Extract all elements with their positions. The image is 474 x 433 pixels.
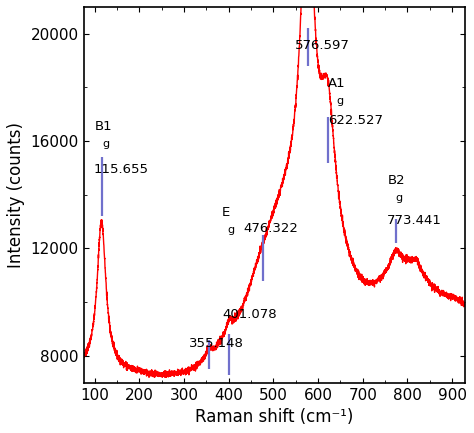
Text: 476.322: 476.322 (243, 222, 298, 235)
Text: 773.441: 773.441 (387, 213, 442, 226)
Text: 115.655: 115.655 (93, 162, 148, 176)
Y-axis label: Intensity (counts): Intensity (counts) (7, 122, 25, 268)
Text: g: g (395, 193, 402, 203)
Text: 355.148: 355.148 (189, 337, 244, 350)
Text: 622.527: 622.527 (328, 114, 383, 127)
Text: E: E (222, 206, 230, 219)
Text: g: g (337, 96, 344, 106)
Text: g: g (228, 225, 235, 235)
Text: g: g (102, 139, 109, 149)
Text: 401.078: 401.078 (222, 307, 277, 320)
Text: B2: B2 (387, 174, 405, 187)
Text: 576.597: 576.597 (295, 39, 350, 52)
Text: A1: A1 (328, 77, 346, 90)
X-axis label: Raman shift (cm⁻¹): Raman shift (cm⁻¹) (195, 408, 354, 426)
Text: B1: B1 (95, 120, 112, 133)
